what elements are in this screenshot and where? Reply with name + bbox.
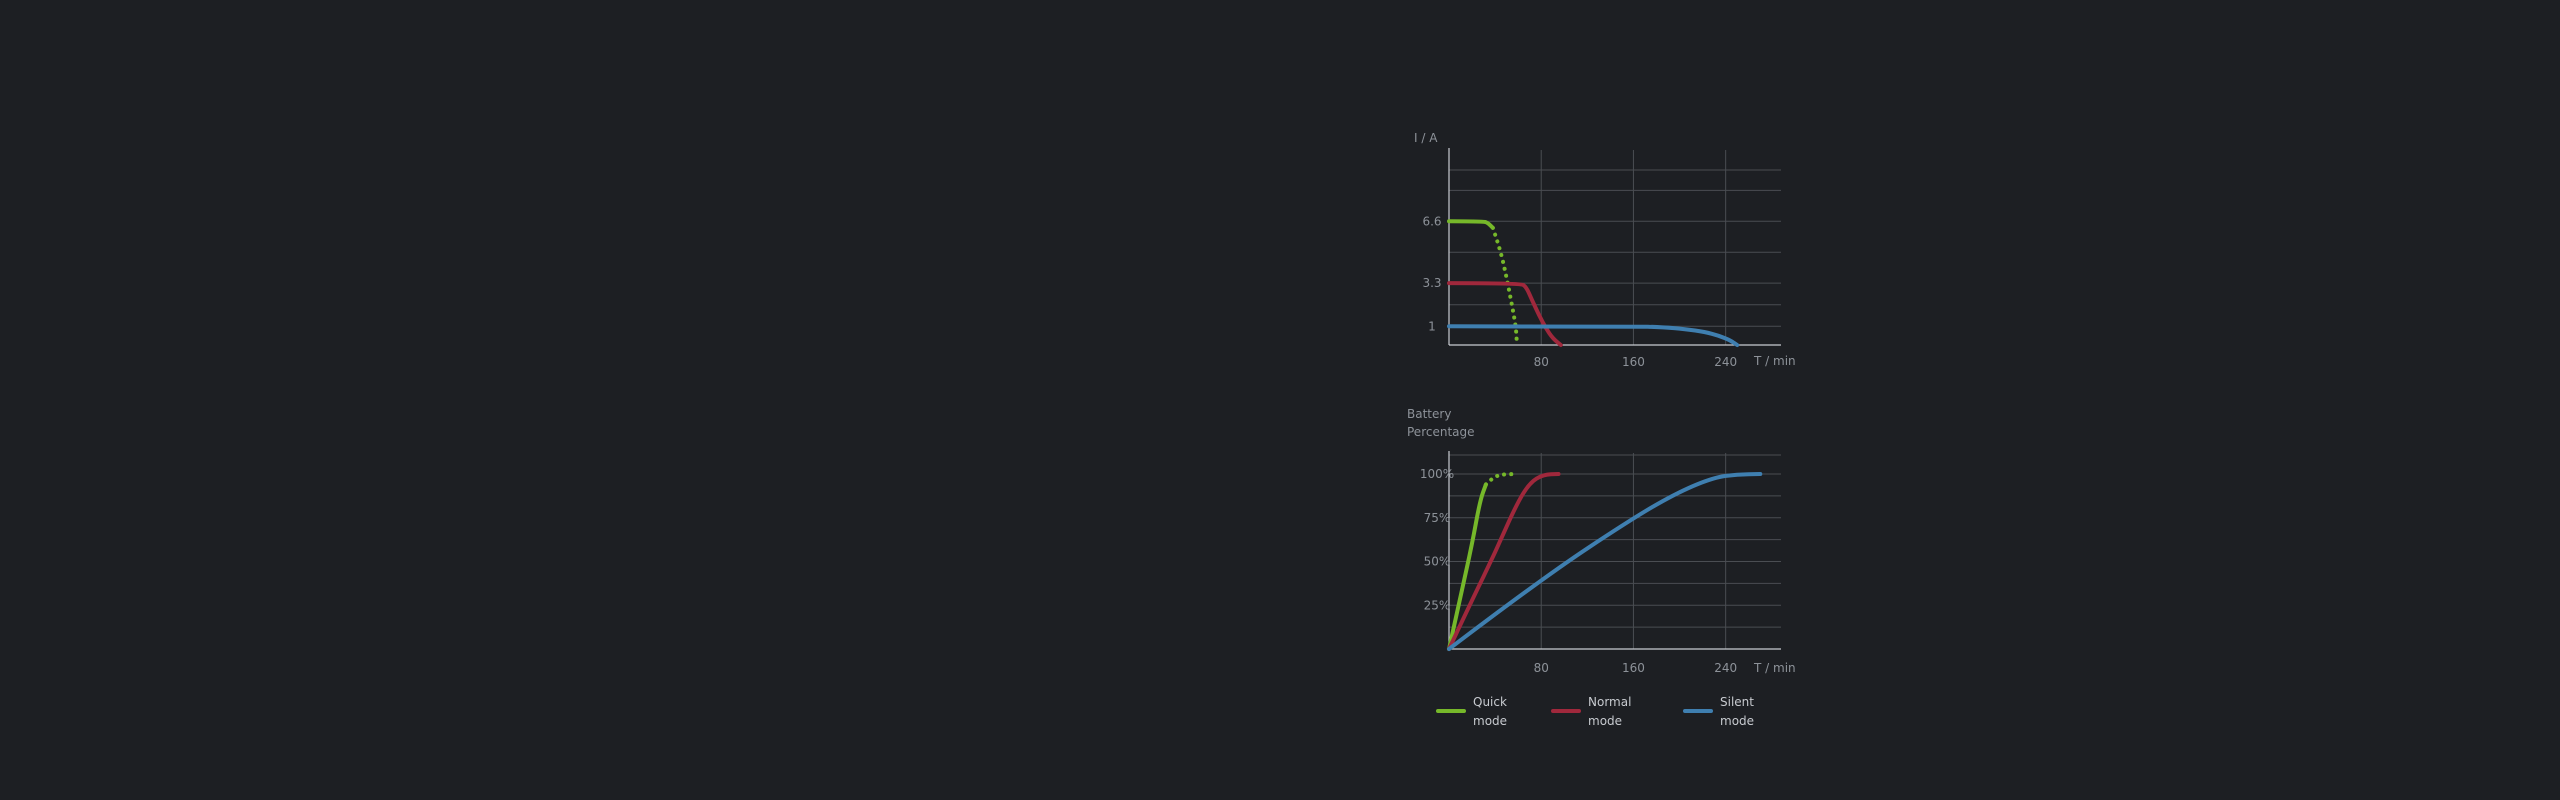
y-tick-label: 6.6 (1422, 214, 1441, 228)
y-tick-label: 3.3 (1422, 276, 1441, 290)
legend-label: Silent (1720, 695, 1754, 709)
series-line-normal-mode (1447, 472, 1561, 651)
series-line-quick-mode (1447, 482, 1488, 651)
current-chart: 6.6 3.3 1 80 160 240 I / A T / min (1414, 131, 1796, 369)
y-axis-title: Percentage (1407, 425, 1475, 439)
series-line-quick-mode (1447, 219, 1495, 230)
legend-label: mode (1588, 714, 1622, 728)
x-axis-title: T / min (1753, 354, 1796, 368)
y-axis-title: Battery (1407, 407, 1451, 421)
x-tick-label: 80 (1534, 661, 1549, 675)
y-tick-label: 100% (1420, 467, 1454, 481)
y-tick-label: 75% (1424, 511, 1451, 525)
x-tick-label: 240 (1714, 355, 1737, 369)
series-line-dotted-quick-mode (1483, 472, 1518, 487)
legend-label: mode (1473, 714, 1507, 728)
legend: Quick mode Normal mode Silent mode (1436, 695, 1754, 728)
series-line-normal-mode (1447, 281, 1563, 347)
battery-chart: 100% 75% 50% 25% 80 160 240 Battery Percentage T … (1407, 407, 1796, 675)
x-tick-label: 240 (1714, 661, 1737, 675)
y-tick-label: 1 (1428, 319, 1436, 333)
y-axis-title: I / A (1414, 131, 1438, 145)
series-line-dotted-quick-mode (1490, 225, 1519, 347)
x-axis-title: T / min (1753, 661, 1796, 675)
series-line-silent-mode (1447, 472, 1763, 651)
series-line-silent-mode (1447, 324, 1740, 347)
x-tick-label: 160 (1622, 661, 1645, 675)
legend-label: mode (1720, 714, 1754, 728)
legend-label: Quick (1473, 695, 1507, 709)
x-tick-label: 160 (1622, 355, 1645, 369)
legend-label: Normal (1588, 695, 1631, 709)
x-tick-label: 80 (1534, 355, 1549, 369)
y-tick-label: 25% (1424, 598, 1451, 612)
y-tick-label: 50% (1424, 555, 1451, 569)
